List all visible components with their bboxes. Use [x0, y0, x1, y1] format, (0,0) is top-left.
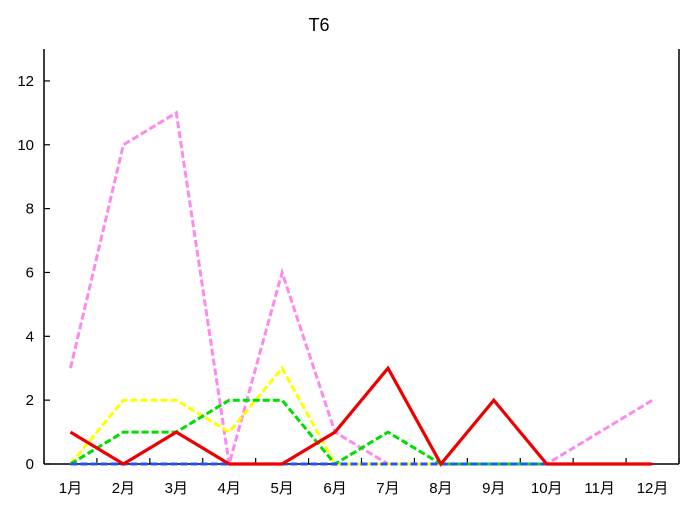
x-tick-label: 6月	[323, 480, 346, 497]
axes: 0 2 4 6 8 10 12 1月 2月 3月 4月 5月 6月 7月 8月 9月 10月 11月 12月	[17, 49, 680, 497]
y-tick-label: 4	[26, 328, 34, 345]
chart-title: T6	[308, 15, 329, 35]
y-tick-label: 0	[26, 456, 34, 473]
x-tick-label: 9月	[482, 480, 505, 497]
x-tick-label: 2月	[112, 480, 135, 497]
x-tick-label: 11月	[584, 480, 615, 497]
y-tick-label: 6	[26, 264, 34, 281]
x-tick-label: 12月	[637, 480, 669, 497]
y-tick-label: 12	[17, 73, 34, 90]
x-tick-label: 10月	[531, 480, 563, 497]
x-tick-label: 5月	[270, 480, 293, 497]
x-tick-label: 1月	[59, 480, 82, 497]
series-line-0	[69, 110, 654, 466]
x-tick-label: 8月	[429, 480, 452, 497]
x-tick-label: 4月	[218, 480, 241, 497]
series-line-4	[69, 365, 653, 467]
y-tick-label: 10	[17, 137, 34, 154]
x-tick-label: 7月	[376, 480, 399, 497]
x-tick-label: 3月	[165, 480, 188, 497]
y-tick-label: 2	[26, 392, 34, 409]
y-tick-label: 8	[26, 201, 34, 218]
series-layer	[69, 110, 654, 467]
